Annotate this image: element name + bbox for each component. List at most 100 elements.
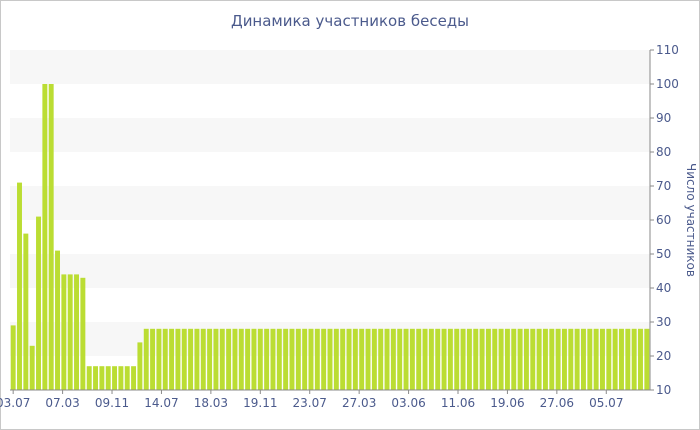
bar: [359, 328, 365, 390]
x-tick-labels: 03.07 07.03 09.11 14.07 18.03 19.11 23.07 27.03…: [0, 390, 623, 410]
grid-band: [10, 50, 650, 84]
bar: [86, 366, 92, 390]
bar: [378, 328, 384, 390]
bar: [600, 328, 605, 390]
bar: [80, 277, 86, 390]
grid-bands: [10, 50, 650, 356]
bar: [112, 366, 118, 390]
bar: [619, 328, 624, 390]
x-tick-label: 19.11: [243, 396, 277, 410]
bar: [479, 328, 485, 390]
chart-title: Динамика участников беседы: [230, 12, 470, 30]
bar: [454, 328, 460, 390]
bar: [473, 328, 479, 390]
bar: [137, 342, 143, 390]
bar: [517, 328, 523, 390]
bar: [511, 328, 517, 390]
grid-band: [10, 254, 650, 288]
bar: [48, 84, 54, 390]
y-tick-label: 70: [656, 179, 671, 193]
bar: [169, 328, 175, 390]
bar: [549, 328, 555, 390]
bar: [568, 328, 574, 390]
bars: [10, 84, 650, 390]
bar: [498, 328, 504, 390]
bar: [181, 328, 187, 390]
bar: [238, 328, 244, 390]
y-axis-title: Число участников: [684, 163, 698, 277]
bar: [283, 328, 289, 390]
y-tick-label: 110: [656, 43, 679, 57]
bar: [542, 328, 548, 390]
x-tick-label: 14.07: [144, 396, 178, 410]
grid-band: [10, 118, 650, 152]
bar: [188, 328, 194, 390]
bar: [403, 328, 409, 390]
bar: [245, 328, 251, 390]
bar: [55, 250, 60, 390]
bar: [574, 328, 580, 390]
bar: [118, 366, 124, 390]
bar: [156, 328, 162, 390]
bar: [612, 328, 618, 390]
bar: [340, 328, 346, 390]
bar: [308, 328, 314, 390]
bar: [105, 366, 111, 390]
x-tick-label: 27.03: [342, 396, 376, 410]
bar: [409, 328, 415, 390]
bar: [175, 328, 181, 390]
y-tick-label: 100: [656, 77, 679, 91]
bar: [23, 233, 29, 390]
bar: [625, 328, 631, 390]
bar: [485, 328, 491, 390]
bar: [441, 328, 447, 390]
bar: [587, 328, 593, 390]
bar: [219, 328, 225, 390]
bar: [194, 328, 200, 390]
bar: [232, 328, 238, 390]
bar: [561, 328, 567, 390]
x-tick-label: 03.06: [391, 396, 425, 410]
y-tick-label: 90: [656, 111, 671, 125]
x-tick-label: 09.11: [95, 396, 129, 410]
bar: [333, 328, 339, 390]
bar: [460, 328, 466, 390]
bar: [492, 328, 498, 390]
bar: [327, 328, 333, 390]
y-tick-label: 10: [656, 383, 671, 397]
bar: [638, 328, 643, 390]
bar: [74, 274, 79, 390]
bar: [397, 328, 403, 390]
bar: [93, 366, 99, 390]
bar: [61, 274, 67, 390]
x-tick-label: 11.06: [441, 396, 475, 410]
x-tick-label: 03.07: [0, 396, 30, 410]
bar: [124, 366, 130, 390]
bar: [536, 328, 542, 390]
bar: [466, 328, 472, 390]
bar: [143, 328, 149, 390]
x-tick-label: 18.03: [194, 396, 228, 410]
y-tick-label: 50: [656, 247, 671, 261]
bar: [42, 84, 48, 390]
bar: [270, 328, 276, 390]
bar: [422, 328, 428, 390]
y-tick-label: 80: [656, 145, 671, 159]
bar: [226, 328, 232, 390]
bar: [36, 216, 41, 390]
bar: [99, 366, 105, 390]
grid-band: [10, 186, 650, 220]
bar: [530, 328, 536, 390]
x-tick-label: 23.07: [293, 396, 327, 410]
bar: [257, 328, 263, 390]
x-tick-label: 05.07: [589, 396, 623, 410]
bar: [321, 328, 327, 390]
bar: [428, 328, 434, 390]
bar: [593, 328, 599, 390]
bar: [580, 328, 586, 390]
bar: [10, 325, 16, 390]
bar: [200, 328, 206, 390]
bar: [384, 328, 390, 390]
x-tick-label: 19.06: [490, 396, 524, 410]
bar: [371, 328, 377, 390]
